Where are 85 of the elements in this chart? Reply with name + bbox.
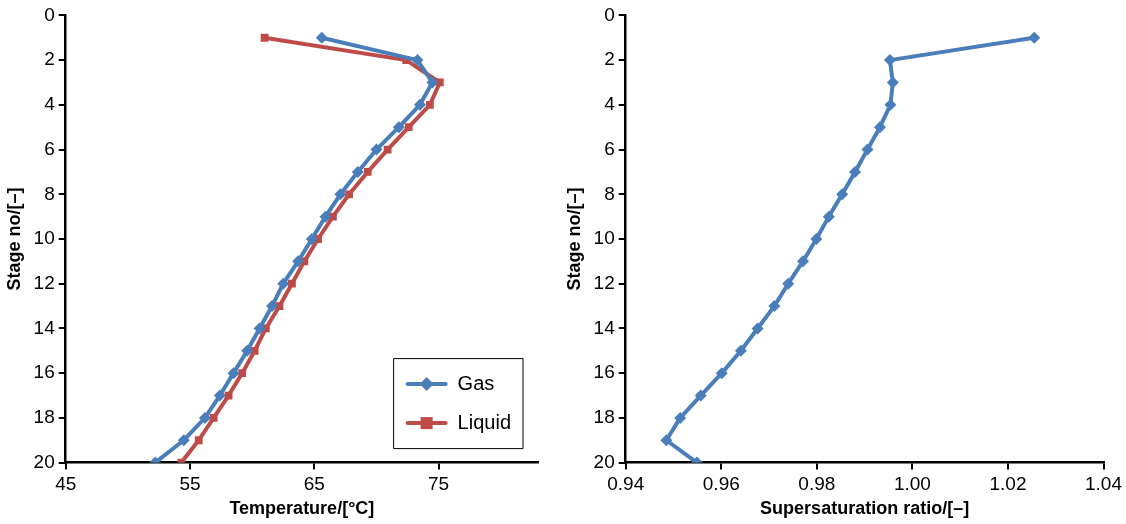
point — [266, 300, 279, 313]
point — [861, 143, 874, 156]
point — [238, 369, 247, 378]
y-tick-label: 6 — [44, 137, 55, 159]
point — [345, 190, 353, 199]
point — [383, 145, 392, 154]
y-tick-label: 6 — [604, 137, 615, 159]
point — [241, 344, 254, 357]
y-tick-label: 12 — [33, 271, 55, 293]
point — [782, 277, 795, 290]
y-tick-label: 2 — [604, 48, 615, 70]
y-tick-label: 16 — [593, 361, 615, 383]
point — [413, 98, 426, 111]
x-tick-label: 75 — [428, 473, 450, 495]
point — [305, 233, 318, 245]
point — [288, 279, 296, 288]
point — [334, 188, 347, 201]
y-axis-title: Stage no/[–] — [3, 187, 24, 291]
point — [404, 123, 413, 132]
point — [751, 322, 764, 335]
legend-label: Gas — [457, 371, 495, 394]
point — [873, 121, 886, 134]
x-axis-title: Temperature/[°C] — [229, 498, 375, 519]
y-axis-title: Stage no/[–] — [563, 187, 584, 291]
point — [194, 436, 203, 445]
point — [363, 168, 372, 176]
y-tick-label: 20 — [33, 450, 55, 472]
point — [213, 389, 226, 402]
point — [734, 344, 747, 357]
point — [209, 413, 218, 422]
point — [694, 389, 707, 402]
point — [260, 33, 269, 42]
y-tick-label: 0 — [604, 3, 615, 25]
x-tick-label: 1.04 — [1085, 473, 1123, 495]
point — [1028, 31, 1041, 44]
point — [810, 233, 823, 245]
x-tick-label: 1.02 — [989, 473, 1027, 495]
y-tick-label: 4 — [604, 93, 616, 115]
point — [886, 76, 899, 89]
y-tick-label: 8 — [44, 182, 55, 204]
point — [411, 54, 424, 67]
point — [426, 76, 439, 89]
x-tick-label: 45 — [55, 473, 77, 495]
y-tick-label: 10 — [593, 227, 615, 249]
x-tick-label: 0.94 — [607, 473, 645, 495]
y-tick-label: 20 — [593, 450, 615, 472]
y-tick-label: 18 — [593, 406, 615, 428]
point — [425, 100, 434, 109]
y-tick-label: 8 — [604, 182, 615, 204]
point — [392, 121, 405, 134]
point — [351, 165, 364, 178]
x-tick-label: 1.00 — [893, 473, 931, 495]
y-tick-label: 14 — [593, 316, 616, 338]
legend-label: Liquid — [457, 410, 512, 433]
y-tick-label: 4 — [44, 93, 56, 115]
point — [822, 210, 835, 223]
y-tick-label: 14 — [33, 316, 56, 338]
y-tick-label: 10 — [33, 227, 55, 249]
point — [253, 322, 266, 335]
y-tick-label: 0 — [44, 3, 55, 25]
point — [660, 434, 673, 447]
point — [768, 300, 781, 313]
x-axis-title: Supersaturation ratio/[–] — [760, 498, 970, 519]
y-tick-label: 2 — [44, 48, 55, 70]
point — [715, 367, 728, 380]
point — [849, 165, 862, 178]
y-tick-label: 12 — [593, 271, 615, 293]
y-tick-label: 16 — [33, 361, 55, 383]
x-tick-label: 0.98 — [798, 473, 836, 495]
x-tick-label: 0.96 — [702, 473, 740, 495]
point — [796, 255, 809, 268]
point — [227, 367, 240, 380]
y-tick-label: 18 — [33, 406, 55, 428]
x-tick-label: 65 — [303, 473, 325, 495]
point — [836, 188, 849, 201]
x-tick-label: 55 — [179, 473, 201, 495]
point — [250, 346, 259, 355]
point — [198, 411, 211, 424]
point — [674, 411, 687, 424]
point — [319, 210, 332, 223]
point — [315, 31, 328, 44]
point — [292, 255, 305, 268]
point — [277, 277, 290, 290]
point — [177, 434, 190, 447]
point — [370, 143, 383, 156]
